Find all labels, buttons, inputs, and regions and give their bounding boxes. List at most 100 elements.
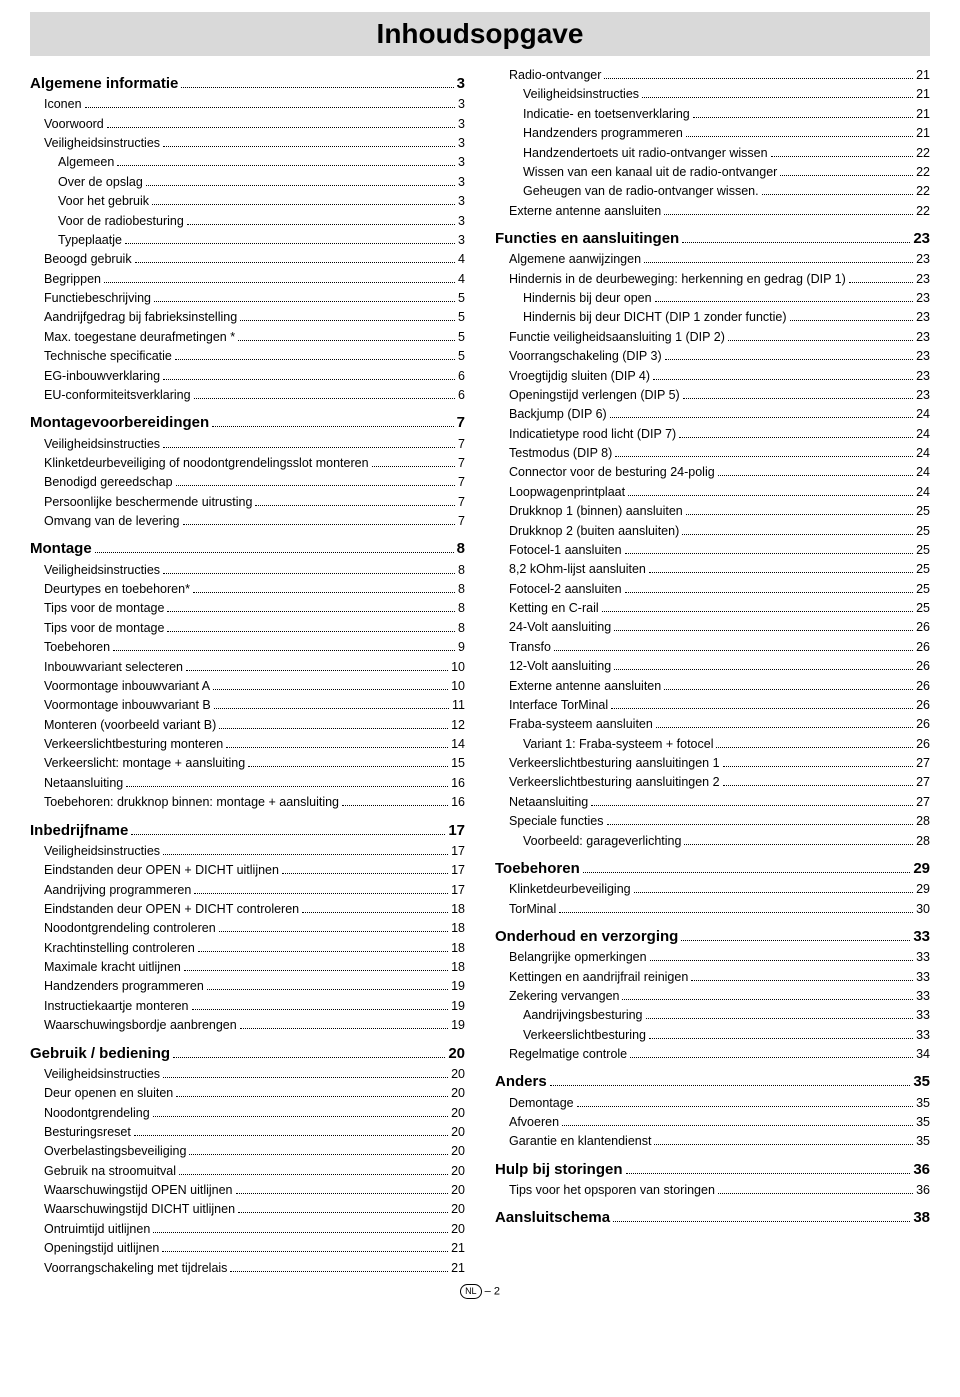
toc-entry: Verkeerslichtbesturing aansluitingen 127 <box>495 754 930 773</box>
toc-label: Veiligheidsinstructies <box>44 842 160 861</box>
toc-page: 20 <box>451 1084 465 1103</box>
toc-page: 3 <box>458 153 465 172</box>
toc-label: Monteren (voorbeeld variant B) <box>44 716 216 735</box>
toc-page: 4 <box>458 270 465 289</box>
toc-leader-dots <box>167 611 455 612</box>
toc-entry: Voorrangschakeling met tijdrelais21 <box>30 1259 465 1278</box>
toc-entry: Functie veiligheidsaansluiting 1 (DIP 2)… <box>495 328 930 347</box>
toc-leader-dots <box>723 766 914 767</box>
toc-label: Noodontgrendeling controleren <box>44 919 216 938</box>
toc-page: 7 <box>457 411 465 434</box>
toc-entry: Openingstijd verlengen (DIP 5)23 <box>495 386 930 405</box>
toc-label: Fraba-systeem aansluiten <box>509 715 653 734</box>
toc-page: 35 <box>916 1113 930 1132</box>
toc-page: 19 <box>451 1016 465 1035</box>
toc-entry: Tips voor het opsporen van storingen36 <box>495 1181 930 1200</box>
toc-leader-dots <box>614 630 913 631</box>
toc-label: Omvang van de levering <box>44 512 180 531</box>
toc-page: 20 <box>451 1104 465 1123</box>
toc-label: TorMinal <box>509 900 556 919</box>
toc-entry: Veiligheidsinstructies21 <box>495 85 930 104</box>
toc-page: 8 <box>458 580 465 599</box>
toc-label: Veiligheidsinstructies <box>44 561 160 580</box>
toc-label: Veiligheidsinstructies <box>523 85 639 104</box>
toc-leader-dots <box>664 214 913 215</box>
toc-label: Voor het gebruik <box>58 192 149 211</box>
toc-entry: Veiligheidsinstructies17 <box>30 842 465 861</box>
toc-page: 3 <box>458 212 465 231</box>
toc-entry: Monteren (voorbeeld variant B)12 <box>30 716 465 735</box>
toc-label: Voorrangschakeling met tijdrelais <box>44 1259 227 1278</box>
toc-entry: Testmodus (DIP 8)24 <box>495 444 930 463</box>
toc-page: 5 <box>458 289 465 308</box>
toc-leader-dots <box>602 611 913 612</box>
toc-page: 38 <box>913 1206 930 1229</box>
toc-entry: Klinketdeurbeveiliging29 <box>495 880 930 899</box>
toc-leader-dots <box>630 1057 913 1058</box>
toc-label: Deurtypes en toebehoren* <box>44 580 190 599</box>
toc-entry: Veiligheidsinstructies20 <box>30 1065 465 1084</box>
toc-label: Voorwoord <box>44 115 104 134</box>
toc-leader-dots <box>207 989 448 990</box>
toc-leader-dots <box>626 1173 911 1174</box>
toc-label: Algemene informatie <box>30 72 178 95</box>
toc-label: Radio-ontvanger <box>509 66 601 85</box>
toc-entry: Hindernis bij deur open23 <box>495 289 930 308</box>
toc-entry: Besturingsreset 20 <box>30 1123 465 1142</box>
toc-page: 24 <box>916 463 930 482</box>
toc-label: Typeplaatje <box>58 231 122 250</box>
toc-leader-dots <box>153 1232 448 1233</box>
toc-leader-dots <box>154 301 455 302</box>
toc-label: Speciale functies <box>509 812 604 831</box>
toc-entry: Veiligheidsinstructies7 <box>30 435 465 454</box>
toc-page: 23 <box>913 227 930 250</box>
toc-leader-dots <box>214 708 449 709</box>
toc-label: Waarschuwingstijd OPEN uitlijnen <box>44 1181 233 1200</box>
toc-entry: Tips voor de montage8 <box>30 599 465 618</box>
toc-entry: Regelmatige controle34 <box>495 1045 930 1064</box>
toc-leader-dots <box>762 194 914 195</box>
toc-leader-dots <box>173 1057 445 1058</box>
toc-entry: Verkeerslicht: montage + aansluiting15 <box>30 754 465 773</box>
toc-leader-dots <box>682 242 910 243</box>
toc-leader-dots <box>550 1085 911 1086</box>
toc-leader-dots <box>163 1077 448 1078</box>
toc-page: 18 <box>451 958 465 977</box>
toc-page: 26 <box>916 735 930 754</box>
toc-leader-dots <box>238 340 455 341</box>
toc-leader-dots <box>236 1193 449 1194</box>
toc-page: 14 <box>451 735 465 754</box>
toc-label: Verkeerslichtbesturing monteren <box>44 735 223 754</box>
toc-page: 18 <box>451 900 465 919</box>
toc-label: Deur openen en sluiten <box>44 1084 173 1103</box>
toc-page: 20 <box>451 1220 465 1239</box>
toc-leader-dots <box>302 912 448 913</box>
toc-label: Transfo <box>509 638 551 657</box>
toc-label: Gebruik / bediening <box>30 1042 170 1065</box>
toc-leader-dots <box>718 475 913 476</box>
toc-page: 21 <box>916 105 930 124</box>
toc-leader-dots <box>240 320 455 321</box>
toc-label: Handzendertoets uit radio-ontvanger wiss… <box>523 144 768 163</box>
toc-page: 26 <box>916 638 930 657</box>
toc-label: Klinketdeurbeveiliging of noodontgrendel… <box>44 454 369 473</box>
toc-entry: Krachtinstelling controleren18 <box>30 939 465 958</box>
toc-entry: Externe antenne aansluiten22 <box>495 202 930 221</box>
toc-page: 33 <box>913 925 930 948</box>
toc-entry: Openingstijd uitlijnen21 <box>30 1239 465 1258</box>
toc-leader-dots <box>577 1106 913 1107</box>
toc-leader-dots <box>625 553 914 554</box>
toc-label: Besturingsreset <box>44 1123 131 1142</box>
toc-page: 20 <box>451 1123 465 1142</box>
toc-leader-dots <box>615 456 913 457</box>
toc-entry: Voorwoord3 <box>30 115 465 134</box>
toc-page: 16 <box>451 793 465 812</box>
toc-entry: Waarschuwingstijd OPEN uitlijnen20 <box>30 1181 465 1200</box>
toc-leader-dots <box>649 572 913 573</box>
toc-label: Noodontgrendeling <box>44 1104 150 1123</box>
toc-entry: Vroegtijdig sluiten (DIP 4)23 <box>495 367 930 386</box>
toc-label: Netaansluiting <box>44 774 123 793</box>
toc-leader-dots <box>790 320 914 321</box>
toc-leader-dots <box>85 107 456 108</box>
toc-label: Verkeerslichtbesturing <box>523 1026 646 1045</box>
